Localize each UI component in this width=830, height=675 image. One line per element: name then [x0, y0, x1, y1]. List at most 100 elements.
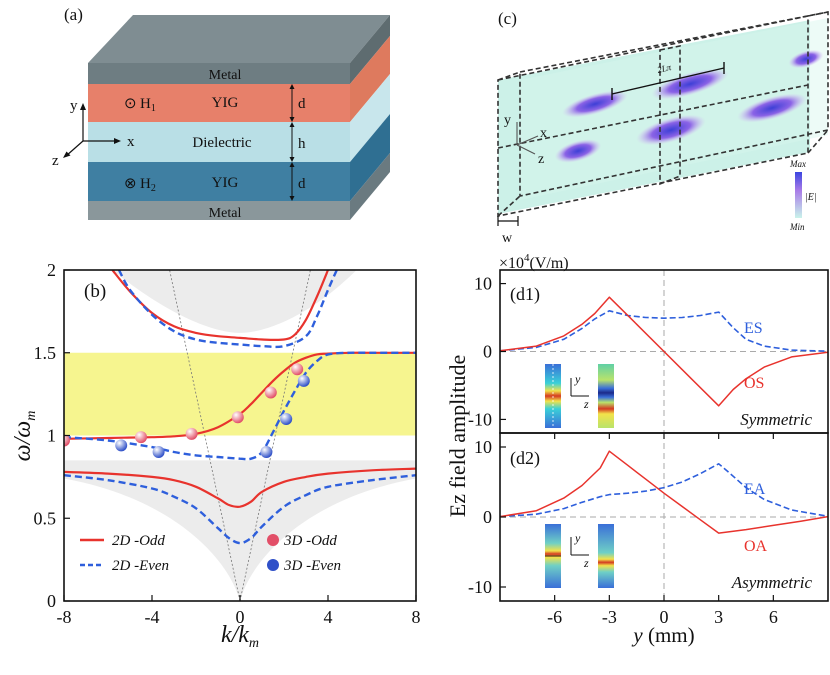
colorbar — [795, 172, 802, 218]
dielectric-front — [88, 122, 350, 162]
metal-top-face — [88, 15, 390, 63]
point-3d-odd-3 — [231, 411, 244, 424]
colorbar-quantity: |E| — [805, 192, 817, 203]
b-xtick-label: 0 — [236, 607, 245, 627]
b-xlabel: k/km — [221, 622, 259, 651]
d2-insets — [545, 524, 614, 588]
yig-bottom-label: YIG — [212, 175, 239, 191]
yig-bottom-side — [350, 114, 390, 201]
period-arrow — [611, 67, 725, 95]
point-3d-odd-1 — [135, 431, 147, 444]
scale-label: ×104(V/m) — [499, 252, 569, 272]
light-cone-region — [64, 270, 416, 601]
axis-z-a: z — [52, 153, 59, 169]
line-2d--odd-lower — [64, 467, 416, 508]
plot-d2 — [500, 433, 828, 601]
legend-label: 2D -Even — [112, 558, 169, 574]
metal-bottom-label: Metal — [209, 206, 242, 221]
yig-band-highlight — [64, 352, 416, 436]
inset1-z: z — [583, 397, 589, 411]
d1-ytick-label: 10 — [474, 274, 492, 294]
width-label: w — [502, 231, 513, 246]
panel-d1-label: (d1) — [510, 284, 540, 305]
b-ytick-label: 0 — [47, 591, 56, 611]
d2-ytick-label: 0 — [483, 507, 492, 527]
plot-b-ticks: -8 -4 0 4 8 0 0.5 1 1.5 2 — [34, 260, 421, 627]
axes-a-icon — [65, 106, 118, 157]
d2-annotation: Asymmetric — [731, 573, 813, 592]
colorbar-min: Min — [789, 222, 805, 232]
d1-ytick-label: 0 — [483, 342, 492, 362]
b-legend: 2D -Odd 2D -Even 3D -Odd 3D -Even — [80, 533, 341, 574]
d-ylabel: Ez field amplitude — [445, 355, 470, 518]
line-2d--even-lower — [64, 474, 416, 545]
d-xtick-label: 6 — [769, 607, 778, 627]
field-bottom-label: H2 — [140, 176, 156, 194]
axis-y-a: y — [70, 98, 78, 114]
point-3d-even-0 — [115, 439, 128, 452]
axes-c-icon — [516, 122, 539, 155]
point-3d-odd-0 — [64, 434, 70, 447]
legend-label: 3D -Odd — [283, 533, 337, 549]
panel-a: (a) Metal YIG Dielectric YIG Metal ⊙ H1 … — [52, 5, 390, 221]
dimension-arrowheads — [289, 84, 295, 201]
panel-b: -8 -4 0 4 800.511.52 (b) k/km ω/ωm 2D -Odd2D… — [10, 260, 421, 651]
panel-d: ×104(V/m) Ez field amplitude 10 0 -10 10 0 -1… — [445, 252, 829, 647]
line-ea — [500, 463, 828, 518]
point-3d-odd-4 — [264, 386, 277, 399]
line-os — [500, 296, 828, 407]
b-ytick-label: 2 — [47, 260, 56, 280]
d1-es-label: ES — [744, 320, 763, 337]
point-3d-even-4 — [297, 374, 310, 387]
line-es — [500, 310, 828, 352]
axis-y-c: y — [504, 113, 511, 128]
d-xtick-label: 0 — [660, 607, 669, 627]
inset-d2-even — [598, 524, 614, 588]
inset2-z: z — [583, 556, 589, 570]
dielectric-side — [350, 74, 390, 162]
light-line-right — [239, 270, 311, 601]
inset1-y: y — [574, 372, 581, 386]
b-xtick-label: 4 — [324, 607, 333, 627]
point-3d-even-2 — [260, 446, 273, 459]
inset2-y: y — [574, 531, 581, 545]
d1-ytick-label: -10 — [468, 409, 492, 429]
panel-b-label: (b) — [84, 281, 106, 302]
yig-top-side — [350, 36, 390, 122]
b-xtick-label: -8 — [57, 607, 72, 627]
b-ytick-label: 1 — [47, 426, 56, 446]
inset-axes-icon — [570, 378, 589, 556]
colorbar-max: Max — [789, 159, 806, 169]
legend-marker — [267, 559, 279, 571]
dim-d-bottom-label: d — [298, 176, 306, 192]
plot-d-ticks: 10 0 -10 10 0 -10 -6 -3 0 3 6 — [468, 274, 778, 627]
d-xtick-label: -6 — [547, 607, 562, 627]
d-xlabel: y (mm) — [631, 623, 694, 647]
metal-bottom-side — [350, 153, 390, 220]
panel-c-label: (c) — [498, 9, 517, 28]
d-xtick-label: 3 — [714, 607, 723, 627]
d1-annotation: Symmetric — [740, 410, 812, 429]
field-top-label: H1 — [140, 96, 156, 114]
legend-marker — [267, 534, 279, 546]
inset-d1-even — [598, 364, 614, 428]
d2-oa-label: OA — [744, 538, 768, 555]
waveguide-outline — [497, 11, 829, 217]
panel-d2-label: (d2) — [510, 448, 540, 469]
period-label: 2Lπ — [656, 62, 672, 75]
d-xtick-label: -3 — [602, 607, 617, 627]
field-bottom-symbol-icon: ⊗ — [124, 176, 137, 192]
metal-top-front — [88, 63, 350, 84]
point-3d-even-3 — [280, 412, 293, 425]
axis-x-c: x — [540, 126, 547, 141]
d1-os-label: OS — [744, 375, 764, 392]
line-2d--even — [64, 351, 416, 461]
legend-label: 2D -Odd — [112, 533, 165, 549]
b-ytick-label: 1.5 — [34, 343, 57, 363]
b-ylabel: ω/ωm — [10, 411, 39, 462]
point-3d-odd-2 — [185, 427, 198, 440]
d2-ytick-label: 10 — [474, 437, 492, 457]
d1-insets — [545, 364, 614, 428]
plot-d1 — [500, 270, 828, 433]
